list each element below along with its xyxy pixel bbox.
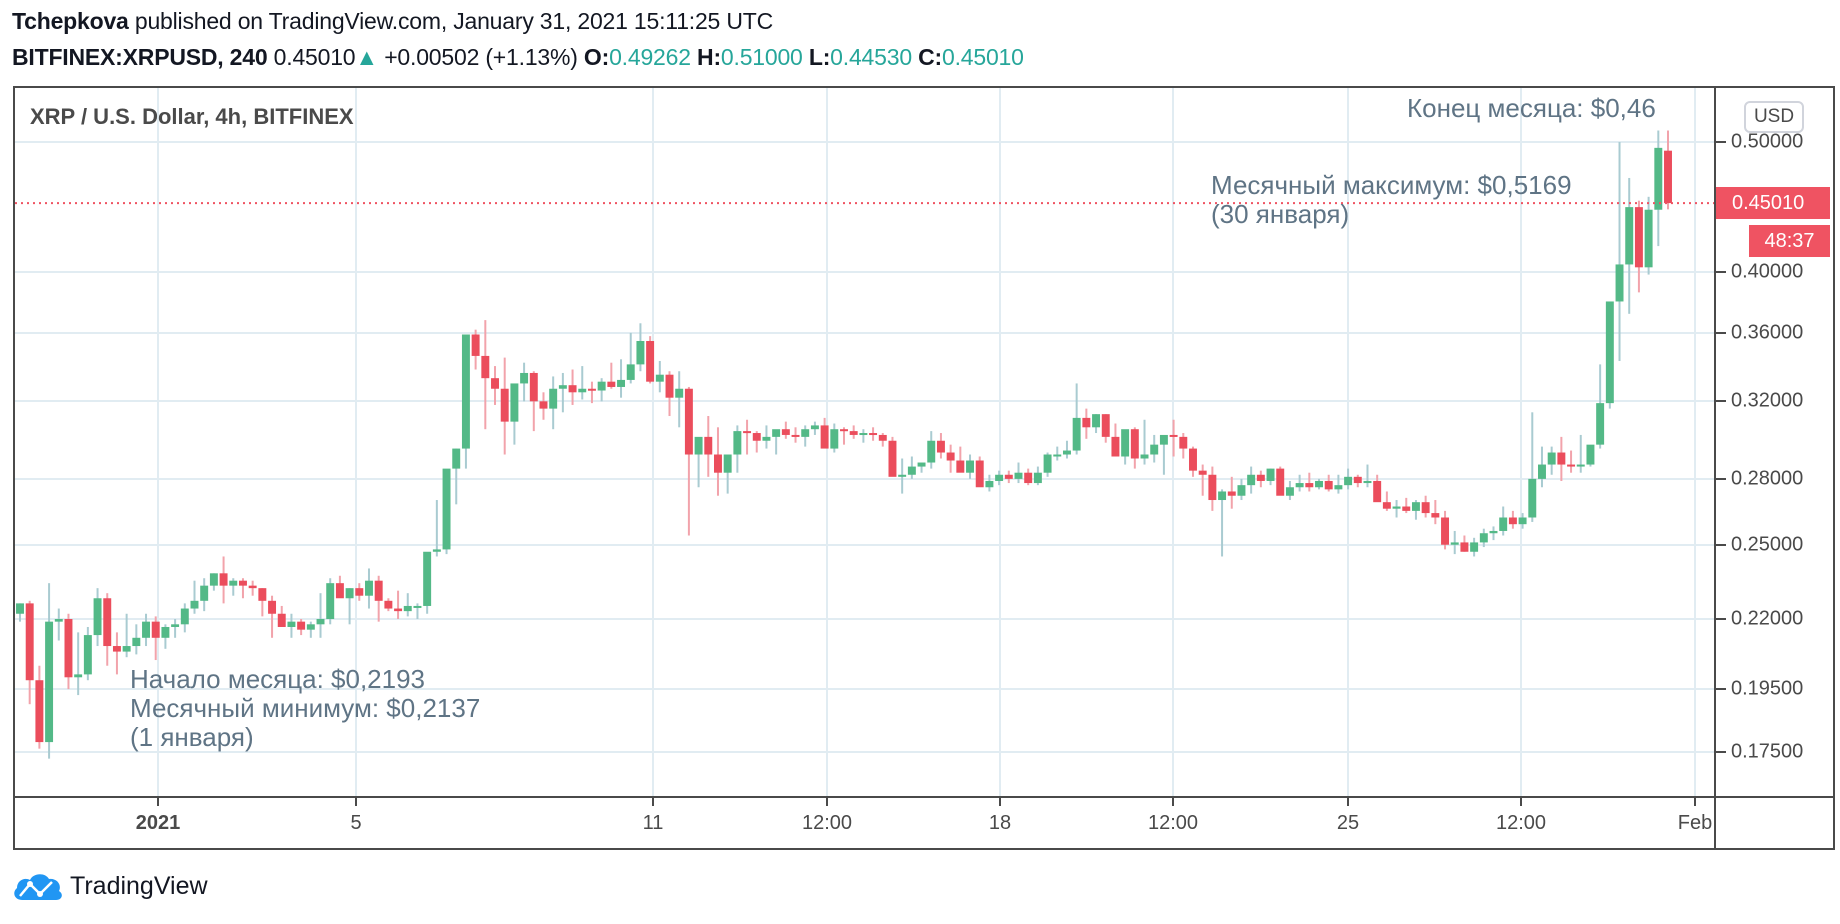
time-tick — [1347, 798, 1349, 806]
tradingview-logo[interactable]: TradingView — [12, 870, 208, 902]
price-change: +0.00502 (+1.13%) — [384, 44, 578, 70]
close-label: C: — [918, 44, 942, 70]
time-tick — [1520, 798, 1522, 806]
chart-frame — [13, 86, 1835, 850]
time-tick — [1694, 798, 1696, 806]
annotation-monthly-max[interactable]: Месячный максимум: $0,5169 (30 января) — [1211, 171, 1572, 229]
time-tick — [1172, 798, 1174, 806]
price-label: 0.50000 — [1731, 130, 1804, 153]
price-axis-separator — [1714, 86, 1716, 850]
price-tick — [1716, 477, 1726, 480]
price-tick — [1716, 688, 1726, 691]
symbol-info: BITFINEX:XRPUSD, 240 0.45010▲ +0.00502 (… — [12, 44, 1024, 71]
high-label: H: — [697, 44, 721, 70]
price-label: 0.28000 — [1731, 467, 1804, 490]
price-label: 0.25000 — [1731, 533, 1804, 556]
annotation-line: (1 января) — [130, 722, 254, 752]
time-label: 11 — [642, 812, 664, 834]
open-label: O: — [583, 44, 610, 70]
price-tick — [1716, 141, 1726, 144]
price-label: 0.32000 — [1731, 389, 1804, 412]
price-tick — [1716, 543, 1726, 546]
cloud-chart-icon — [14, 874, 62, 900]
publish-info: Tchepkova published on TradingView.com, … — [12, 8, 773, 35]
annotation-month-start[interactable]: Начало месяца: $0,2193 Месячный минимум:… — [130, 665, 480, 752]
low-label: L: — [808, 44, 831, 70]
close-value: 0.45010 — [942, 44, 1024, 70]
chart-title: XRP / U.S. Dollar, 4h, BITFINEX — [30, 104, 354, 129]
annotation-line: Начало месяца: $0,2193 — [130, 664, 426, 694]
time-tick — [652, 798, 654, 806]
time-label: 12:00 — [1147, 812, 1199, 834]
last-price-tag: 0.45010 — [1716, 187, 1830, 220]
price-label: 0.40000 — [1731, 260, 1804, 283]
time-label: 12:00 — [1495, 812, 1547, 834]
publish-text: published on TradingView.com, January 31… — [134, 8, 774, 34]
annotation-line: (30 января) — [1211, 199, 1350, 229]
low-value: 0.44530 — [830, 44, 912, 70]
author-name[interactable]: Tchepkova — [12, 8, 129, 34]
time-label: 25 — [1336, 812, 1360, 834]
annotation-line: Месячный минимум: $0,2137 — [130, 693, 481, 723]
price-tick — [1716, 270, 1726, 273]
price-tick — [1716, 618, 1726, 620]
currency-button[interactable]: USD — [1744, 101, 1804, 133]
time-label: 2021 — [135, 812, 181, 834]
annotation-line: Месячный максимум: $0,5169 — [1211, 170, 1572, 200]
time-tick — [826, 798, 828, 806]
price-tick — [1716, 400, 1726, 403]
symbol-label: BITFINEX:XRPUSD, 240 — [12, 44, 268, 70]
last-price: 0.45010 — [273, 44, 356, 70]
high-value: 0.51000 — [720, 44, 803, 70]
price-label: 0.36000 — [1731, 321, 1804, 344]
time-label: Feb — [1677, 812, 1713, 834]
open-value: 0.49262 — [609, 44, 691, 70]
brand-name: TradingView — [70, 871, 208, 900]
time-axis-separator — [13, 796, 1835, 798]
price-label: 0.17500 — [1731, 740, 1804, 763]
price-tick — [1716, 750, 1726, 753]
time-label: 5 — [350, 812, 362, 834]
time-tick — [999, 798, 1001, 806]
time-tick — [355, 798, 357, 806]
time-label: 18 — [988, 812, 1012, 834]
price-tick — [1716, 331, 1726, 334]
annotation-end-of-month[interactable]: Конец месяца: $0,46 — [1407, 93, 1656, 123]
bar-countdown: 48:37 — [1749, 225, 1830, 257]
price-label: 0.22000 — [1731, 607, 1804, 630]
time-label: 12:00 — [801, 812, 853, 834]
price-label: 0.19500 — [1731, 677, 1804, 700]
time-tick — [157, 798, 159, 806]
up-arrow-icon: ▲ — [355, 44, 378, 70]
